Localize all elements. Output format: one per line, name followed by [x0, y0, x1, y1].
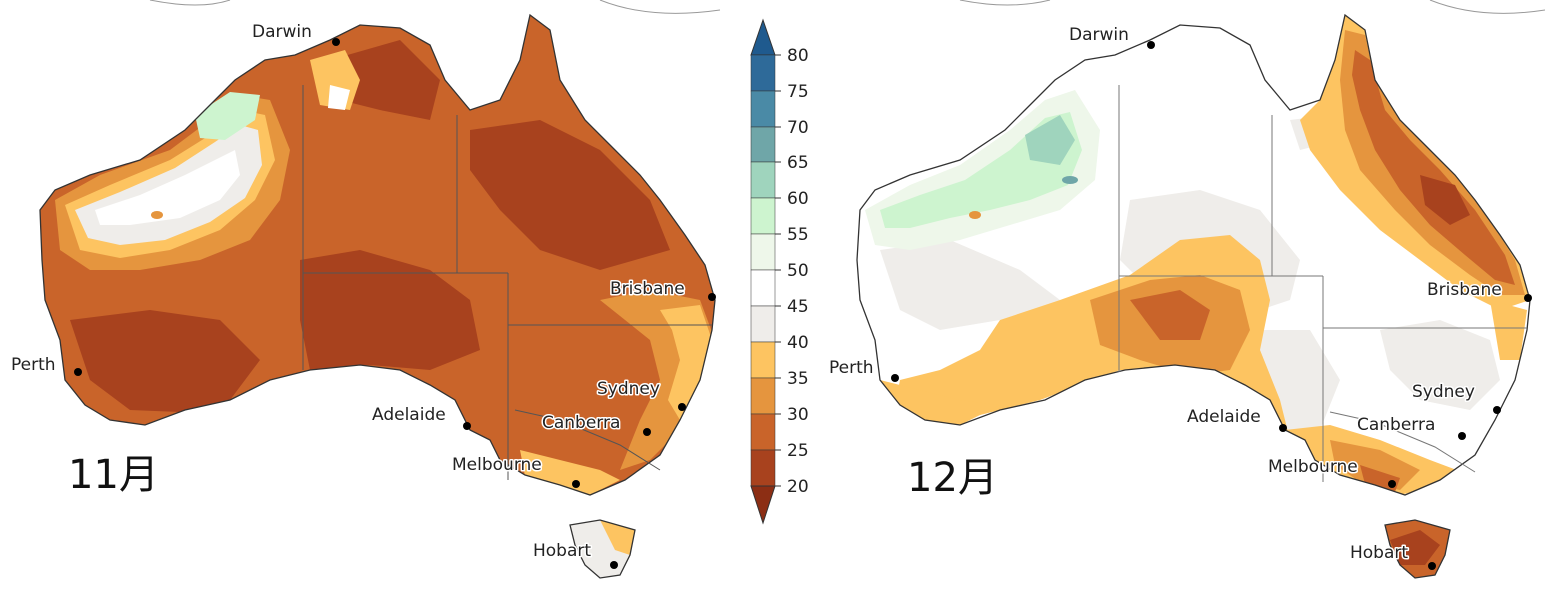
city-label-melbourne: Melbourne — [452, 455, 542, 475]
legend-swatch — [750, 233, 776, 271]
legend-tick-label: 75 — [787, 82, 809, 102]
city-dot — [1428, 562, 1436, 570]
map-november-outline — [39, 13, 716, 579]
map-december-outline — [856, 13, 1531, 579]
legend-tick-label: 20 — [787, 477, 809, 497]
city-dot — [1524, 294, 1532, 302]
city-label-darwin: Darwin — [1069, 25, 1129, 45]
legend-swatch — [750, 197, 776, 235]
city-dot — [610, 561, 618, 569]
legend-swatch — [750, 341, 776, 379]
city-dot — [74, 368, 82, 376]
legend-tick-label: 50 — [787, 261, 809, 281]
legend-tick-label: 80 — [787, 46, 809, 66]
city-label-canberra: Canberra — [1357, 415, 1435, 435]
city-label-perth: Perth — [11, 355, 56, 375]
map-december-cities: Darwin Brisbane Perth Sydney Adelaide Ca… — [828, 24, 1532, 570]
city-label-melbourne: Melbourne — [1268, 457, 1358, 477]
city-label-adelaide: Adelaide — [1187, 407, 1261, 427]
city-dot — [1493, 406, 1501, 414]
legend-tick-label: 30 — [787, 405, 809, 425]
legend-swatch — [750, 126, 776, 163]
legend-tick-label: 45 — [787, 297, 809, 317]
city-dot — [643, 428, 651, 436]
legend-swatch — [750, 161, 776, 199]
month-label-november: 11月 — [68, 452, 159, 498]
city-dot — [708, 293, 716, 301]
city-dot — [891, 374, 899, 382]
papua-coastline — [149, 0, 721, 14]
city-label-sydney: Sydney — [1412, 382, 1475, 402]
legend-swatch — [750, 54, 776, 92]
city-label-brisbane: Brisbane — [1427, 280, 1502, 300]
papua-coastline — [959, 0, 1546, 14]
city-dot — [1458, 432, 1466, 440]
legend-swatch — [750, 305, 776, 343]
legend-swatch — [750, 449, 776, 487]
legend-over-arrow — [750, 18, 776, 56]
city-label-adelaide: Adelaide — [372, 405, 446, 425]
legend-tick-label: 55 — [787, 225, 809, 245]
city-label-hobart: Hobart — [1350, 543, 1408, 563]
city-dot — [1279, 424, 1287, 432]
legend-tick-label: 40 — [787, 333, 809, 353]
city-dot — [1147, 41, 1155, 49]
legend-swatch — [750, 413, 776, 451]
city-label-canberra: Canberra — [542, 413, 620, 433]
legend-tick-label: 70 — [787, 118, 809, 138]
city-label-darwin: Darwin — [252, 22, 312, 42]
legend-swatch — [750, 377, 776, 415]
legend-tick-label: 65 — [787, 153, 809, 173]
city-label-sydney: Sydney — [597, 379, 660, 399]
map-november-cities: Darwin Brisbane Perth Sydney Adelaide Ca… — [10, 21, 716, 569]
city-dot — [463, 422, 471, 430]
legend-swatch — [750, 269, 776, 307]
city-dot — [332, 38, 340, 46]
city-dot — [678, 403, 686, 411]
legend-tick-label: 60 — [787, 189, 809, 209]
city-dot — [572, 480, 580, 488]
legend-under-arrow — [750, 485, 776, 525]
legend-colorbar: 80 75 70 65 60 55 50 45 40 35 30 25 20 — [750, 18, 809, 525]
legend-tick-label: 25 — [787, 441, 809, 461]
city-label-brisbane: Brisbane — [610, 279, 685, 299]
city-dot — [1388, 480, 1396, 488]
legend-tick-label: 35 — [787, 369, 809, 389]
city-label-hobart: Hobart — [533, 541, 591, 561]
city-label-perth: Perth — [829, 358, 874, 378]
legend-swatch — [750, 90, 776, 128]
month-label-december: 12月 — [907, 455, 998, 501]
